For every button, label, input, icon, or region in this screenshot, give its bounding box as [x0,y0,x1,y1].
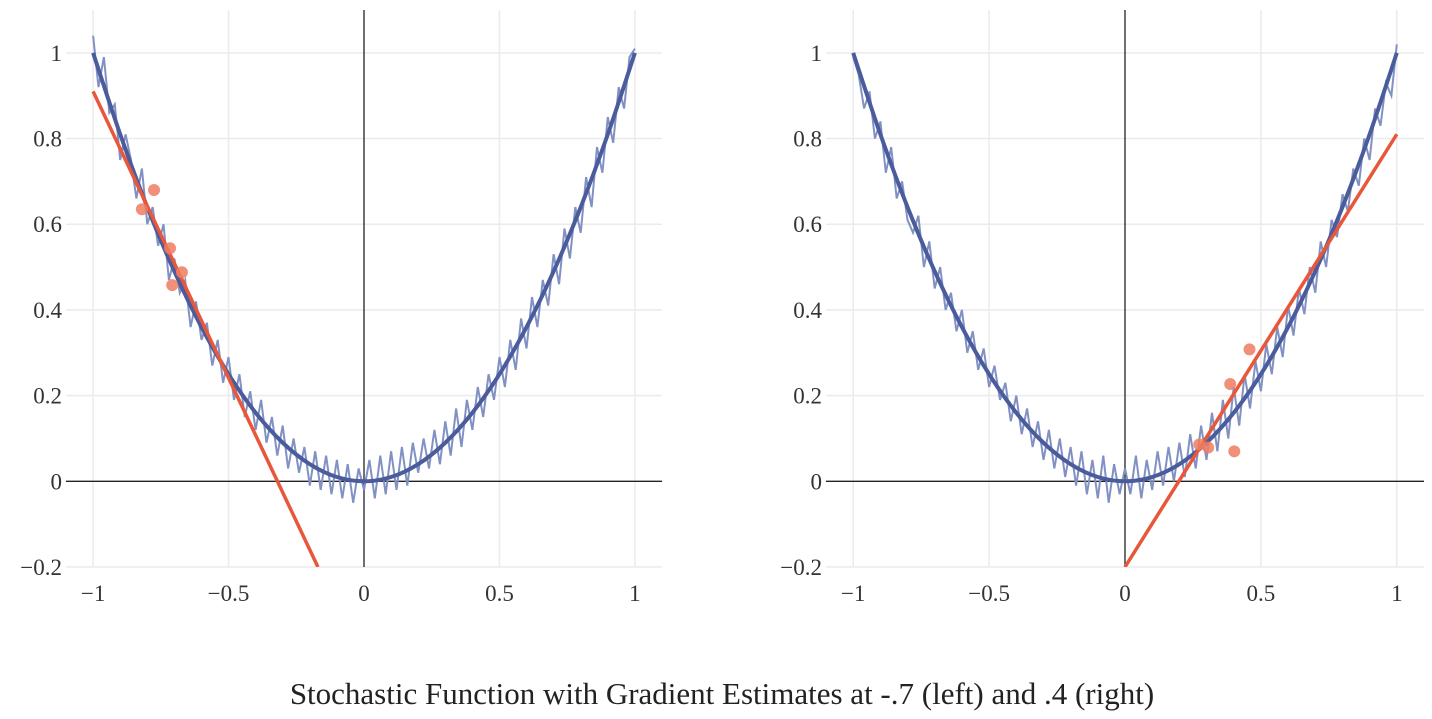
sample-point [148,183,161,196]
x-tick-label: 1 [1391,581,1403,606]
y-tick-label: 0.2 [793,384,822,409]
sample-point [1224,378,1237,391]
y-tick-label: 0.8 [793,127,822,152]
figure-title: Stochastic Function with Gradient Estima… [290,676,1154,711]
y-tick-label: 0 [811,469,823,494]
y-tick-label: 0 [51,469,63,494]
y-tick-label: −0.2 [780,555,822,580]
noisy-function-line [852,44,1398,503]
y-tick-label: 1 [811,41,823,66]
sample-point [135,203,148,216]
sample-point [1228,445,1241,458]
x-tick-label: 1 [629,581,641,606]
y-tick-label: 0.6 [793,212,822,237]
x-tick-label: −0.5 [208,581,250,606]
sample-point [1243,343,1256,356]
x-tick-label: 0 [358,581,370,606]
sample-point [1202,441,1215,454]
y-tick-label: 0.2 [33,384,62,409]
x-tick-label: 0.5 [1247,581,1276,606]
plot-area [851,44,1399,567]
x-tick-label: −1 [841,581,865,606]
sample-point [175,266,188,279]
y-tick-label: 0.4 [33,298,62,323]
left-panel: −1 −0.5 0 0.5 1 −0.2 0 0.2 0.4 0.6 0.8 1 [20,10,662,606]
y-tick-label: 0.6 [33,212,62,237]
sample-point [166,279,179,292]
gradient-tangent-line [1123,133,1399,567]
y-tick-label: 1 [51,41,63,66]
y-tick-label: 0.8 [33,127,62,152]
y-tick-label: 0.4 [793,298,822,323]
x-tick-label: 0 [1119,581,1131,606]
gradient-tangent-line [91,90,320,567]
y-tick-label: −0.2 [20,555,62,580]
right-panel: −1 −0.5 0 0.5 1 −0.2 0 0.2 0.4 0.6 0.8 1 [780,10,1424,606]
sample-point [164,242,177,255]
plot-area [91,35,637,567]
x-tick-label: −1 [81,581,105,606]
x-tick-label: 0.5 [485,581,514,606]
mean-function-curve [851,52,1399,484]
mean-function-curve [91,52,637,484]
x-tick-label: −0.5 [968,581,1010,606]
